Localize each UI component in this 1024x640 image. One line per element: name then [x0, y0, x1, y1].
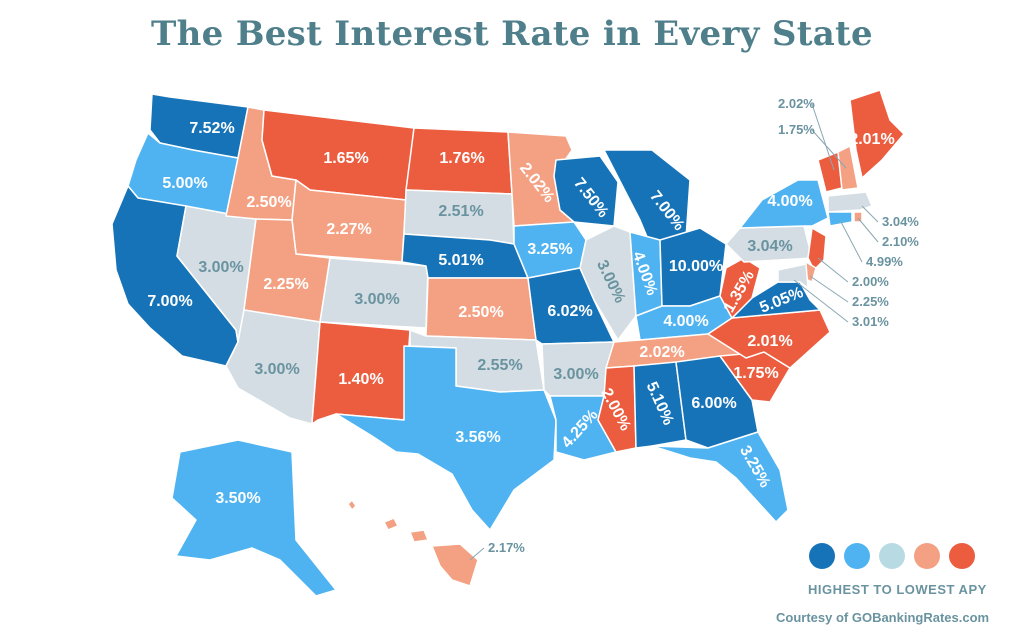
- state-label-tx: 3.56%: [455, 429, 500, 446]
- callout-line-de: [809, 275, 849, 303]
- state-label-co: 3.00%: [354, 291, 399, 308]
- state-me: [849, 89, 905, 179]
- state-label-nc: 2.01%: [747, 333, 792, 350]
- state-wv: [719, 257, 761, 319]
- state-label-az: 3.00%: [254, 361, 299, 378]
- callout-label-nh: 1.75%: [778, 122, 815, 137]
- state-label-sd: 2.51%: [438, 203, 483, 220]
- legend-dot-5: [949, 543, 975, 569]
- callout-label-md: 3.01%: [852, 314, 889, 329]
- state-al: [633, 361, 687, 449]
- callout-label-ct: 4.99%: [866, 254, 903, 269]
- state-nh: [837, 145, 859, 191]
- state-ct: [827, 211, 853, 227]
- state-label-ne: 5.01%: [438, 252, 483, 269]
- callout-line-ma: [861, 205, 879, 223]
- callout-line-md: [793, 279, 849, 323]
- credit-text: Courtesy of GOBankingRates.com: [776, 610, 990, 625]
- state-fl: [651, 431, 789, 523]
- callout-line-nh: [811, 129, 847, 169]
- state-shapes: [111, 89, 905, 597]
- state-label-sc: 1.75%: [733, 365, 778, 382]
- callout-line-nj: [817, 257, 849, 283]
- legend-dot-3: [879, 543, 905, 569]
- state-label-ca: 7.00%: [147, 293, 192, 310]
- state-nj: [807, 227, 827, 271]
- state-label-tn: 2.02%: [639, 344, 684, 361]
- state-label-ky: 4.00%: [663, 313, 708, 330]
- callout-label-ma: 3.04%: [882, 214, 919, 229]
- state-hi: [347, 499, 479, 587]
- legend-dot-4: [914, 543, 940, 569]
- state-label-nm: 1.40%: [338, 371, 383, 388]
- state-label-oh: 10.00%: [669, 258, 723, 275]
- callout-line-hi: [469, 547, 485, 561]
- state-label-nv: 3.00%: [198, 259, 243, 276]
- state-label-or: 5.00%: [162, 175, 207, 192]
- page-title: The Best Interest Rate in Every State: [151, 14, 873, 54]
- state-ri: [853, 211, 863, 223]
- state-wi: [553, 155, 619, 227]
- state-label-ok: 2.55%: [477, 357, 522, 374]
- legend-dots: [809, 543, 975, 569]
- state-label-wa: 7.52%: [189, 120, 234, 137]
- legend-dot-2: [844, 543, 870, 569]
- state-label-mt: 1.65%: [323, 150, 368, 167]
- state-label-id: 2.50%: [246, 194, 291, 211]
- legend-title: HIGHEST TO LOWEST APY: [808, 582, 987, 597]
- callout-label-nj: 2.00%: [852, 274, 889, 289]
- state-label-ia: 3.25%: [527, 241, 572, 258]
- callout-label-hi: 2.17%: [488, 540, 525, 555]
- state-label-ga: 6.00%: [691, 395, 736, 412]
- state-ma: [827, 191, 873, 213]
- state-tx: [335, 345, 557, 531]
- callout-line-vt: [811, 103, 835, 171]
- state-label-nd: 1.76%: [439, 150, 484, 167]
- callout-line-ct: [839, 219, 863, 263]
- state-pa: [725, 225, 813, 263]
- state-label-ak: 3.50%: [215, 490, 260, 507]
- state-label-me: 2.01%: [849, 131, 894, 148]
- callout-label-vt: 2.02%: [778, 96, 815, 111]
- state-callouts: 2.02% 1.75% 3.04% 2.10% 4.99% 2.00% 2.25% 3.01%…: [469, 96, 919, 561]
- state-label-ar: 3.00%: [553, 366, 598, 383]
- state-label-ny: 4.00%: [767, 193, 812, 210]
- legend-dot-1: [809, 543, 835, 569]
- state-label-ks: 2.50%: [458, 304, 503, 321]
- state-ny: [739, 179, 829, 229]
- callout-label-de: 2.25%: [852, 294, 889, 309]
- callout-line-ri: [857, 217, 879, 243]
- state-ak: [171, 439, 337, 597]
- state-label-wy: 2.27%: [326, 221, 371, 238]
- callout-label-ri: 2.10%: [882, 234, 919, 249]
- state-md: [777, 263, 809, 289]
- state-label-ut: 2.25%: [263, 276, 308, 293]
- state-label-pa: 3.04%: [747, 238, 792, 255]
- state-il: [579, 225, 637, 341]
- state-label-mo: 6.02%: [547, 303, 592, 320]
